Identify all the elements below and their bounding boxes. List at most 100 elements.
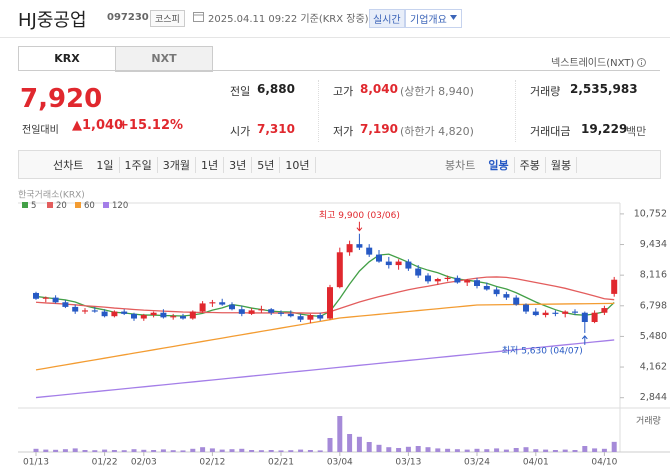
stat-separator	[515, 80, 516, 142]
candle-body	[336, 252, 343, 288]
nxt-link[interactable]: 넥스트레이드(NXT)	[551, 54, 647, 69]
period-button[interactable]: 5년	[252, 157, 281, 173]
candle-body	[140, 315, 147, 319]
volume-bar	[445, 448, 451, 452]
candle-body	[160, 312, 167, 318]
stat-value: 19,229	[581, 122, 628, 136]
candle-body	[62, 302, 69, 307]
y-tick-label: 4,162	[640, 362, 667, 373]
candle-body	[317, 315, 324, 319]
tab-divider	[18, 70, 660, 71]
chart-toolbar	[18, 150, 661, 179]
candle-body	[611, 279, 618, 294]
stat-label: 거래량	[530, 85, 561, 98]
stat-value: 7,190	[360, 122, 398, 136]
period-button[interactable]: 1주일	[120, 157, 158, 173]
candle-body	[33, 292, 39, 299]
candle-body	[72, 306, 79, 312]
volume-bar	[268, 450, 274, 452]
candle-body	[307, 315, 314, 320]
volume-bar	[278, 450, 284, 452]
volume-bar	[523, 447, 529, 452]
volume-bar	[396, 448, 402, 452]
candle-body	[542, 312, 549, 316]
market-badge: 코스피	[150, 10, 185, 27]
candle-period-button[interactable]: 월봉	[546, 157, 578, 173]
candle-body	[385, 261, 392, 266]
candle-body	[523, 304, 529, 312]
period-button[interactable]: 1일	[91, 157, 120, 173]
company-overview-label: 기업개요	[410, 15, 447, 26]
candle-body	[552, 312, 559, 314]
candle-body	[503, 294, 510, 298]
period-button[interactable]: 3개월	[158, 157, 196, 173]
legend-swatch	[47, 202, 53, 208]
chart-source: 한국거래소(KRX)	[18, 190, 85, 201]
stat-value: 7,310	[257, 122, 295, 136]
price-change: ▲1,040	[72, 118, 124, 133]
legend-label: 60	[84, 201, 95, 211]
legend-label: 120	[112, 201, 128, 211]
current-price: 7,920	[20, 84, 103, 114]
volume-bar	[454, 449, 460, 452]
line-chart-periods: 선차트 1일 1주일 3개월 1년 3년 5년 10년	[48, 157, 316, 173]
volume-bar	[72, 448, 78, 452]
volume-bar	[180, 450, 186, 452]
period-button[interactable]: 3년	[224, 157, 253, 173]
legend-swatch	[22, 202, 28, 208]
volume-bar	[552, 450, 558, 452]
volume-bar	[533, 449, 539, 452]
stat-unit: 백만	[626, 125, 647, 138]
candle-body	[474, 280, 480, 286]
volume-bar	[160, 449, 166, 452]
volume-bar	[111, 450, 117, 452]
volume-bar	[239, 448, 245, 452]
volume-bar	[200, 447, 206, 452]
volume-bar	[298, 449, 304, 452]
stat-value: 8,040	[360, 82, 398, 96]
legend-swatch	[103, 202, 109, 208]
info-icon	[637, 58, 647, 67]
volume-bar	[601, 448, 607, 452]
stat-label: 시가	[230, 125, 251, 138]
candle-body	[356, 244, 363, 248]
volume-bar	[386, 447, 392, 452]
volume-bar	[53, 449, 59, 452]
volume-bar	[405, 446, 411, 452]
volume-bar	[347, 434, 353, 452]
candle-body	[101, 311, 108, 317]
moving-average-line	[35, 339, 615, 399]
realtime-badge[interactable]: 실시간	[369, 9, 405, 28]
candle-body	[581, 312, 588, 323]
period-button[interactable]: 10년	[280, 157, 316, 173]
candle-body	[219, 302, 226, 305]
company-overview-button[interactable]: 기업개요	[405, 9, 462, 28]
candle-body	[150, 312, 157, 316]
candle-body	[121, 311, 128, 314]
volume-bar	[92, 450, 98, 452]
volume-bar	[102, 449, 108, 452]
volume-bar	[376, 444, 382, 452]
candle-period-button[interactable]: 일봉	[483, 157, 515, 173]
candle-body	[601, 308, 608, 313]
header-divider	[0, 37, 670, 38]
x-tick-label: 03/24	[464, 458, 490, 468]
volume-bar	[190, 448, 196, 452]
tab-nxt[interactable]: NXT	[115, 46, 213, 72]
y-tick-label: 8,116	[640, 270, 667, 281]
candle-body	[366, 247, 373, 255]
candle-body	[278, 312, 284, 314]
volume-bar	[151, 450, 157, 452]
candle-body	[209, 302, 216, 304]
x-tick-label: 01/22	[92, 458, 118, 468]
tab-krx[interactable]: KRX	[18, 46, 116, 71]
stock-name: HJ중공업	[18, 10, 87, 31]
toolbar-label: 봉차트	[445, 159, 476, 172]
stat-label: 전일	[230, 85, 251, 98]
period-button[interactable]: 1년	[196, 157, 225, 173]
stat-separator	[318, 80, 319, 142]
candle-period-button[interactable]: 주봉	[515, 157, 546, 173]
volume-bar	[425, 447, 431, 452]
volume-bar	[327, 438, 333, 452]
